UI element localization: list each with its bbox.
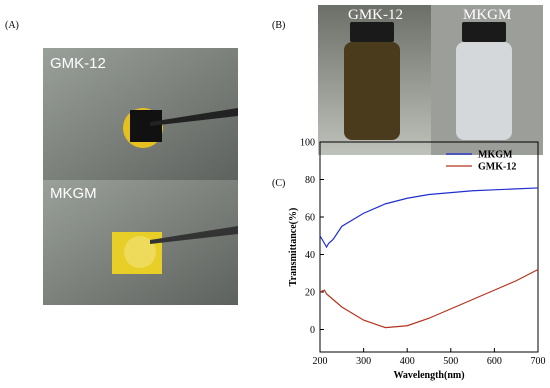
x-tick-label: 700 — [531, 356, 546, 367]
y-tick-label: 20 — [305, 288, 315, 299]
plot-frame — [319, 141, 539, 353]
cap — [462, 22, 506, 42]
legend-label: MKGM — [478, 150, 513, 161]
y-tick-label: 100 — [300, 138, 315, 149]
x-tick-label: 200 — [313, 356, 328, 367]
y-tick-label: 40 — [305, 250, 315, 261]
photo-label: MKGM — [463, 7, 511, 23]
panel-label: (C) — [272, 178, 285, 189]
x-tick-label: 500 — [443, 356, 458, 367]
x-tick-label: 600 — [487, 356, 502, 367]
photo-label: GMK-12 — [50, 55, 106, 72]
vial — [344, 42, 400, 140]
y-tick-label: 80 — [305, 175, 315, 186]
x-tick-label: 300 — [356, 356, 371, 367]
vial — [456, 42, 512, 140]
panel-label: (A) — [5, 20, 19, 31]
x-axis-label: Wavelength(nm) — [393, 370, 464, 381]
photo-label: MKGM — [50, 185, 97, 202]
tweezers — [150, 108, 238, 126]
flower-center — [124, 236, 156, 268]
cap — [350, 22, 394, 42]
data-line — [319, 268, 539, 329]
legend-label: GMK-12 — [478, 162, 516, 173]
y-axis-label: Transmittance(%) — [288, 208, 299, 287]
y-tick-label: 0 — [310, 325, 315, 336]
tweezers — [150, 226, 238, 244]
data-line — [319, 187, 539, 249]
photo-label: GMK-12 — [348, 7, 403, 23]
y-tick-label: 60 — [305, 213, 315, 224]
panel-label: (B) — [272, 20, 285, 31]
film — [130, 110, 162, 142]
x-tick-label: 400 — [400, 356, 415, 367]
chart: 0 20 40 60 80 100 200 300 400 500 600 700 Wavelength… — [288, 138, 546, 382]
